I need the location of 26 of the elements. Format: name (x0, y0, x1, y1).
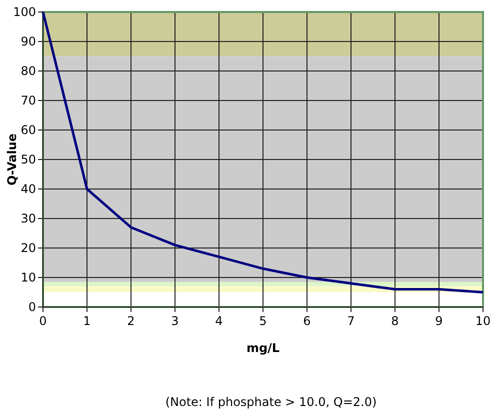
x-tick-label: 2 (127, 314, 135, 328)
y-tick-label: 90 (20, 34, 36, 48)
x-axis-title: mg/L (246, 341, 280, 355)
y-tick-label: 0 (28, 300, 36, 314)
y-tick-label: 10 (20, 270, 36, 284)
x-tick-label: 5 (259, 314, 267, 328)
y-axis-title: Q-Value (5, 133, 19, 186)
y-tick-label: 20 (20, 241, 36, 255)
y-tick-label: 40 (20, 182, 36, 196)
x-tick-label: 10 (475, 314, 491, 328)
x-tick-label: 1 (83, 314, 91, 328)
x-tick-label: 6 (303, 314, 311, 328)
y-tick-label: 70 (20, 94, 36, 108)
x-tick-label: 0 (39, 314, 47, 328)
y-tick-label: 80 (20, 64, 36, 78)
y-tick-label: 30 (20, 212, 36, 226)
text: (Note: If phosphate > 10.0, Q=2.0) (165, 395, 377, 409)
x-tick-label: 3 (171, 314, 179, 328)
x-tick-label: 7 (347, 314, 355, 328)
x-tick-label: 8 (391, 314, 399, 328)
x-tick-label: 9 (435, 314, 443, 328)
y-tick-label: 60 (20, 123, 36, 137)
y-tick-label: 100 (13, 5, 36, 19)
x-tick-label: 4 (215, 314, 223, 328)
y-tick-label: 50 (20, 152, 36, 166)
line-series (42, 10, 484, 294)
